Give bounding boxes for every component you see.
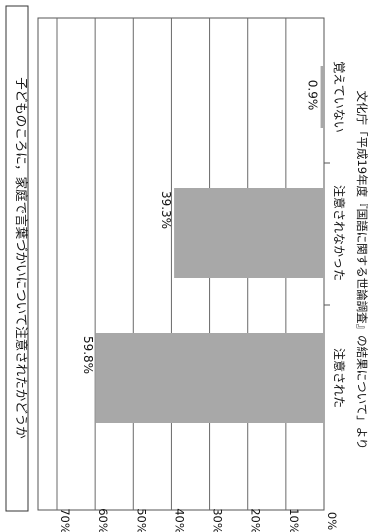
bar — [174, 188, 324, 278]
tick-label: 20% — [249, 508, 263, 532]
value-axis: 0% 10% 20% 30% 40% 50% 60% 70% — [58, 508, 339, 532]
source-note: 文化庁「平成19年度『国語に関する世論調査』の結果について」より — [355, 90, 369, 449]
tick-label: 0% — [325, 512, 339, 530]
bar — [321, 66, 324, 128]
tick-label: 40% — [172, 508, 186, 532]
category-ticks — [324, 163, 330, 305]
category-label: 覚えていない — [332, 61, 346, 132]
tick-label: 50% — [134, 508, 148, 532]
tick-label: 60% — [96, 508, 110, 532]
data-label: 0.9% — [306, 80, 320, 111]
category-label: 注意されなかった — [332, 185, 347, 281]
chart-title: 子どものころに，家庭で言葉づかいについて注意されたかどうか — [14, 77, 29, 439]
data-label: 59.8% — [81, 336, 95, 374]
bar — [96, 333, 324, 423]
category-label: 注意された — [332, 348, 347, 408]
tick-label: 70% — [58, 508, 72, 532]
data-label: 39.3% — [159, 191, 173, 229]
tick-label: 10% — [287, 508, 301, 532]
tick-label: 30% — [211, 508, 225, 532]
category-labels: 注意された 注意されなかった 覚えていない — [332, 61, 347, 408]
